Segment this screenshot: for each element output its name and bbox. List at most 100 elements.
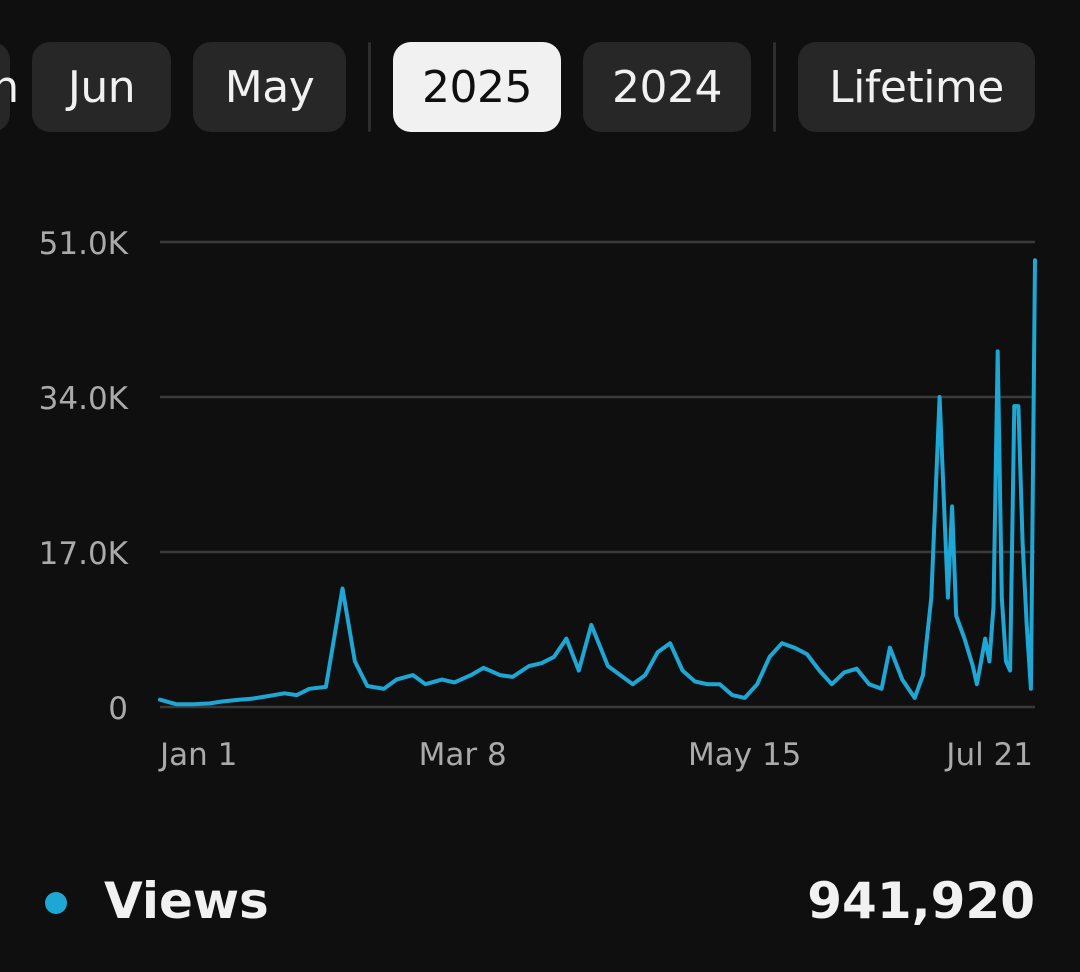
tab-may[interactable]: May bbox=[193, 42, 346, 132]
data-point bbox=[1009, 670, 1011, 671]
data-point bbox=[856, 668, 858, 670]
x-tick-label: May 15 bbox=[688, 737, 801, 773]
legend-row: Views 941,920 bbox=[0, 862, 1080, 942]
data-point bbox=[922, 674, 924, 676]
data-point bbox=[483, 667, 484, 669]
data-point bbox=[964, 638, 965, 640]
data-point bbox=[669, 642, 671, 644]
data-point bbox=[192, 703, 194, 705]
data-point bbox=[914, 697, 916, 699]
data-point bbox=[794, 647, 795, 649]
data-point bbox=[644, 674, 646, 676]
data-point bbox=[1005, 660, 1007, 662]
data-point bbox=[988, 660, 990, 662]
data-point bbox=[1001, 597, 1003, 599]
data-point bbox=[424, 683, 426, 685]
data-point bbox=[354, 660, 356, 662]
data-point bbox=[250, 698, 252, 700]
data-point bbox=[1026, 624, 1028, 626]
data-point bbox=[997, 350, 999, 352]
tab-divider bbox=[368, 42, 371, 132]
data-point bbox=[831, 683, 833, 685]
data-point bbox=[565, 638, 567, 640]
data-point bbox=[843, 671, 845, 673]
data-point bbox=[221, 701, 223, 702]
data-point bbox=[176, 703, 178, 705]
data-point bbox=[632, 683, 634, 685]
views-line-chart: 0 17.0K 34.0K 51.0K Jan 1 Mar 8 May 15 Jul 21 bbox=[39, 226, 1037, 773]
data-point bbox=[976, 683, 978, 685]
tab-lifetime[interactable]: Lifetime bbox=[798, 42, 1035, 132]
data-point bbox=[682, 670, 683, 671]
y-tick-label: 51.0K bbox=[39, 226, 129, 262]
data-point bbox=[939, 396, 941, 398]
data-point bbox=[947, 597, 949, 599]
series-line-views bbox=[158, 258, 1037, 707]
y-tick-label: 0 bbox=[108, 691, 128, 727]
data-point bbox=[955, 615, 957, 617]
data-point bbox=[499, 674, 501, 676]
data-point bbox=[868, 683, 870, 685]
data-point bbox=[453, 681, 455, 683]
data-point bbox=[209, 702, 211, 704]
data-point bbox=[578, 670, 580, 671]
series-color-dot bbox=[45, 892, 67, 914]
data-point bbox=[781, 642, 783, 644]
data-point bbox=[308, 688, 310, 690]
data-point bbox=[818, 670, 820, 671]
data-point bbox=[342, 588, 343, 589]
data-point bbox=[441, 679, 443, 681]
data-point bbox=[756, 683, 758, 685]
data-point bbox=[769, 656, 771, 658]
data-point bbox=[267, 695, 269, 697]
x-tick-label: Jul 21 bbox=[944, 737, 1033, 773]
data-point bbox=[383, 688, 385, 690]
data-point bbox=[238, 699, 240, 701]
data-point bbox=[607, 665, 609, 667]
tab-divider bbox=[773, 42, 776, 132]
data-point bbox=[541, 662, 542, 664]
data-point bbox=[619, 674, 621, 676]
data-point bbox=[470, 674, 472, 676]
data-point bbox=[657, 651, 659, 653]
data-point bbox=[590, 624, 592, 626]
x-axis-labels: Jan 1 Mar 8 May 15 Jul 21 bbox=[158, 737, 1033, 773]
data-point bbox=[719, 683, 721, 685]
data-point bbox=[366, 685, 368, 687]
data-point bbox=[889, 647, 891, 649]
data-point bbox=[159, 699, 161, 701]
data-point bbox=[951, 505, 953, 507]
data-point bbox=[553, 656, 555, 658]
data-point bbox=[395, 679, 397, 681]
data-point bbox=[984, 638, 986, 640]
data-point bbox=[412, 674, 414, 676]
data-point bbox=[528, 665, 530, 667]
views-total: 941,920 bbox=[807, 872, 1035, 930]
data-point bbox=[325, 686, 327, 688]
data-point bbox=[706, 683, 708, 685]
x-tick-label: Mar 8 bbox=[419, 737, 507, 773]
data-point bbox=[694, 681, 696, 682]
y-axis-labels: 0 17.0K 34.0K 51.0K bbox=[39, 226, 129, 727]
data-point bbox=[972, 665, 974, 667]
y-tick-label: 17.0K bbox=[39, 536, 129, 572]
tab-2024[interactable]: 2024 bbox=[583, 42, 751, 132]
data-point bbox=[1022, 542, 1024, 544]
data-point bbox=[744, 697, 746, 699]
period-tabs: Jun Jun May 2025 2024 Lifetime bbox=[0, 42, 1080, 132]
data-point bbox=[806, 653, 808, 655]
data-point bbox=[980, 660, 982, 662]
legend-label: Views bbox=[104, 872, 269, 930]
data-point bbox=[512, 676, 513, 678]
data-point bbox=[993, 606, 994, 608]
data-point bbox=[731, 694, 733, 696]
tab-jun[interactable]: Jun bbox=[0, 42, 19, 132]
data-point bbox=[296, 694, 298, 696]
data-point bbox=[283, 692, 285, 694]
tab-2025[interactable]: 2025 bbox=[393, 42, 561, 132]
tab-jun[interactable]: Jun bbox=[32, 42, 171, 132]
data-point bbox=[1030, 688, 1032, 690]
y-tick-label: 34.0K bbox=[39, 381, 129, 417]
chart-gridlines bbox=[160, 240, 1035, 709]
x-tick-label: Jan 1 bbox=[158, 737, 237, 773]
